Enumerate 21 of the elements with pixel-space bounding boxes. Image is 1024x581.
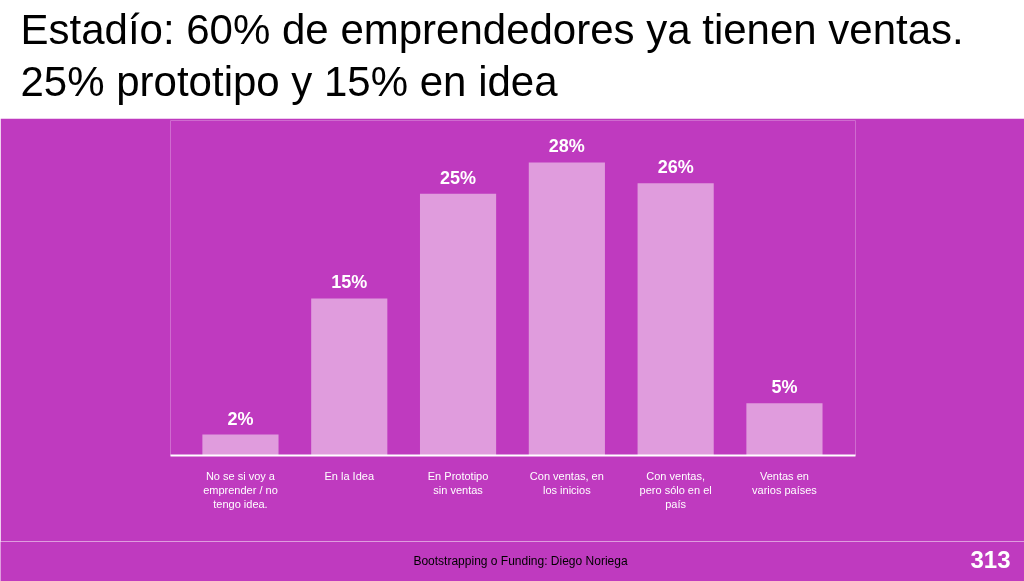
x-tick-label: En Prototipo sin ventas [427,469,489,496]
bar [528,162,605,456]
x-tick-label: Con ventas, pero sólo en el país [639,469,712,511]
x-tick-label: En la Idea [324,469,375,482]
x-tick-label: Ventas en varios países [752,469,818,496]
data-label: 28% [548,136,585,157]
bar [419,193,497,456]
data-label: 2% [227,408,254,429]
x-tick-label: Con ventas, en los inicios [529,469,604,496]
data-label: 26% [657,157,694,178]
chart-title: Estadío: 60% de emprendedores ya tienen ventas. 25% prototipo y 15% en idea [20,5,964,106]
bar [311,298,388,456]
bar [637,183,714,456]
x-tick-label: No se si voy a emprender / no tengo idea. [203,469,278,511]
data-label: 15% [331,272,368,293]
data-label: 5% [771,377,798,398]
data-label: 25% [440,167,477,188]
bar [746,403,823,456]
bar [202,434,279,456]
text: 313 [970,546,1011,573]
text: Bootstrapping o Funding: Diego Noriega [413,553,628,568]
